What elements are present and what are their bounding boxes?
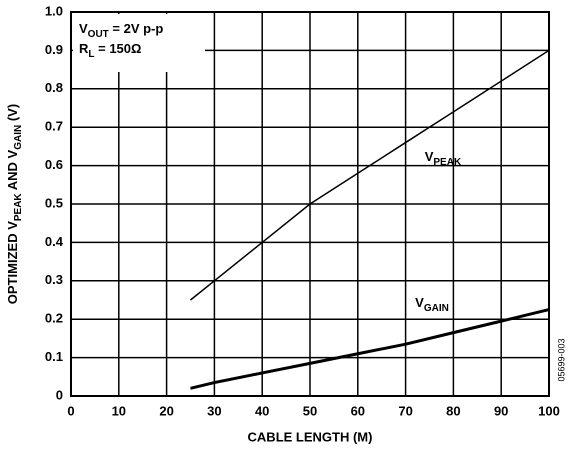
x-tick-label: 0 (67, 403, 74, 418)
text-part: AND V (5, 149, 20, 193)
y-tick-label: 0.5 (45, 195, 63, 210)
subscript: OUT (88, 29, 109, 40)
text-part: V (425, 149, 434, 164)
annotation-box (73, 14, 205, 72)
y-tick-label: 0.3 (45, 272, 63, 287)
y-tick-label: 0.6 (45, 157, 63, 172)
annotation: RL = 150Ω (79, 41, 141, 59)
subscript: PEAK (13, 193, 24, 222)
x-tick-label: 60 (351, 403, 365, 418)
y-axis-label: OPTIMIZED VPEAK AND VGAIN (V) (5, 104, 23, 304)
subscript: L (88, 49, 94, 60)
text-part: = 150Ω (95, 41, 142, 56)
y-tick-label: 0.8 (45, 80, 63, 95)
y-tick-label: 0.2 (45, 311, 63, 326)
series-label: VGAIN (415, 295, 449, 313)
y-tick-label: 0.4 (45, 234, 64, 249)
x-tick-label: 70 (398, 403, 412, 418)
y-tick-label: 0 (56, 387, 63, 402)
figure-code: 05699-003 (556, 338, 566, 381)
y-tick-label: 0.1 (45, 349, 63, 364)
x-tick-label: 80 (446, 403, 460, 418)
x-axis-label: CABLE LENGTH (M) (248, 429, 373, 444)
x-tick-label: 50 (303, 403, 317, 418)
x-tick-label: 10 (112, 403, 126, 418)
y-tick-label: 0.9 (45, 42, 63, 57)
text-part: = 2V p-p (109, 21, 164, 36)
y-tick-label: 1.0 (45, 3, 63, 18)
text-part: V (415, 295, 424, 310)
text-part: R (79, 41, 89, 56)
plot-frame (70, 11, 550, 397)
subscript: GAIN (424, 302, 449, 313)
annotation: VOUT = 2V p-p (79, 21, 163, 39)
text-part: (V) (5, 104, 20, 125)
series-label: VPEAK (425, 149, 462, 167)
y-tick-label: 0.7 (45, 119, 63, 134)
x-tick-label: 100 (538, 403, 560, 418)
x-tick-label: 90 (494, 403, 508, 418)
x-tick-label: 20 (159, 403, 173, 418)
subscript: GAIN (13, 125, 24, 150)
data-line (190, 49, 550, 301)
text-part: OPTIMIZED V (5, 221, 20, 304)
text-part: V (79, 21, 88, 36)
x-tick-label: 30 (207, 403, 221, 418)
x-tick-label: 40 (255, 403, 269, 418)
data-line (190, 308, 550, 390)
subscript: PEAK (433, 157, 462, 168)
